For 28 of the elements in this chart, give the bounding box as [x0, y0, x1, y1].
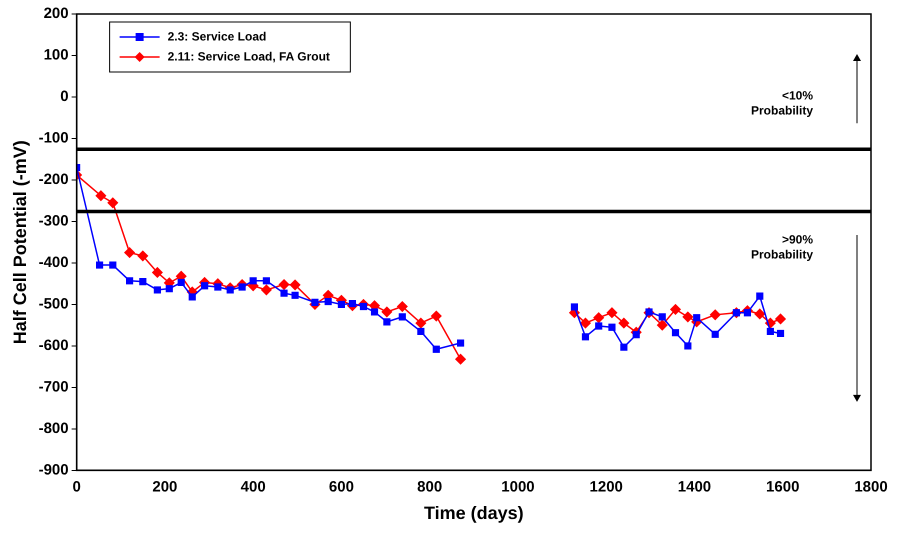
x-tick-label: 1400	[678, 478, 712, 496]
y-tick-label: -800	[38, 420, 69, 438]
y-tick-label: -700	[38, 378, 69, 396]
y-tick-label: 100	[44, 46, 69, 64]
x-tick-label: 1800	[854, 478, 888, 496]
y-tick-label: -200	[38, 171, 69, 188]
annotation: <10% Probability	[750, 88, 814, 118]
y-tick-label: -600	[38, 337, 69, 354]
y-tick-label: -400	[38, 254, 69, 272]
x-axis-title: Time (days)	[424, 503, 524, 524]
y-tick-label: -100	[38, 130, 69, 147]
legend-label: 2.3: Service Load	[168, 29, 266, 44]
x-tick-label: 200	[152, 478, 178, 496]
y-tick-label: -300	[38, 212, 69, 230]
x-tick-label: 400	[240, 478, 266, 496]
x-tick-label: 600	[328, 478, 354, 496]
y-tick-label: -900	[38, 462, 69, 479]
y-axis-title: Half Cell Potential (-mV)	[10, 140, 30, 344]
x-tick-label: 1600	[766, 478, 800, 496]
y-tick-label: -500	[38, 296, 69, 313]
y-tick-label: 200	[44, 5, 69, 22]
annotation: >90% Probability	[750, 232, 814, 262]
y-tick-label: 0	[60, 88, 69, 106]
legend-label: 2.11: Service Load, FA Grout	[168, 49, 330, 64]
x-tick-label: 1000	[501, 478, 535, 496]
x-tick-label: 800	[417, 478, 442, 496]
x-tick-label: 0	[72, 478, 81, 496]
x-tick-label: 1200	[590, 478, 623, 496]
